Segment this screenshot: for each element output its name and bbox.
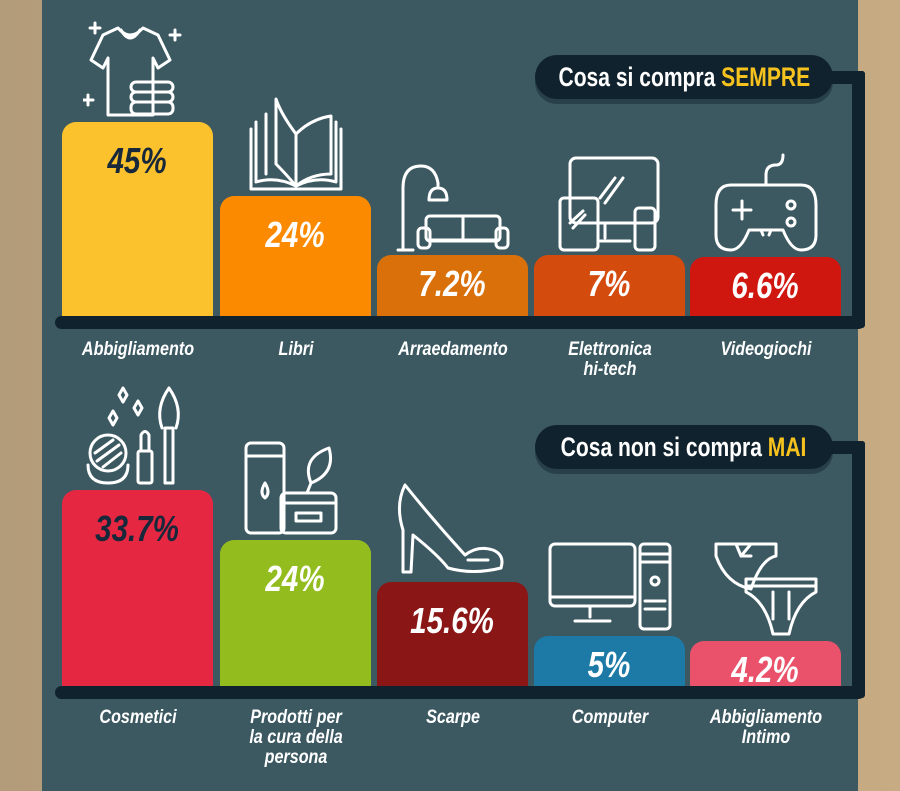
category-label: Elettronica hi-tech bbox=[542, 340, 678, 380]
data-label: 45% bbox=[107, 140, 168, 181]
category-label: Arraedamento bbox=[385, 340, 521, 360]
chart-title-highlight: MAI bbox=[768, 431, 807, 462]
category-label: Cosmetici bbox=[70, 708, 206, 728]
category-label-line: Cosmetici bbox=[98, 707, 177, 728]
category-label-line: Arraedamento bbox=[397, 339, 508, 360]
chart-title: Cosa non si compra MAI bbox=[535, 425, 833, 469]
lamp-sofa-icon bbox=[393, 158, 513, 258]
category-label-line: Libri bbox=[277, 339, 313, 360]
data-label: 24% bbox=[265, 558, 326, 599]
data-label: 4.2% bbox=[731, 649, 800, 690]
underwear-icon bbox=[711, 534, 821, 644]
bar-cosmetici: 33.7% bbox=[62, 490, 213, 694]
category-label-line: Intimo bbox=[741, 727, 790, 748]
category-label-line: Abbigliamento bbox=[709, 707, 822, 728]
bar-arraedamento: 7.2% bbox=[377, 255, 528, 324]
chart-title: Cosa si compra SEMPRE bbox=[535, 55, 833, 99]
data-label: 15.6% bbox=[410, 600, 495, 641]
category-label: Prodotti per la cura della persona bbox=[228, 708, 364, 768]
bar-videogiochi: 6.6% bbox=[690, 257, 841, 324]
category-label-line: Videogiochi bbox=[720, 339, 811, 360]
skincare-icon bbox=[241, 438, 351, 543]
category-label-line: Computer bbox=[571, 707, 648, 728]
bar-abbigliamento-intimo: 4.2% bbox=[690, 641, 841, 694]
makeup-icon bbox=[83, 383, 193, 493]
data-label: 6.6% bbox=[731, 265, 800, 306]
data-label: 5% bbox=[588, 644, 631, 685]
category-label-line: hi-tech bbox=[583, 359, 636, 380]
baseline bbox=[55, 686, 865, 699]
chart-title-text: Cosa non si compra bbox=[561, 431, 769, 462]
category-label-line: persona bbox=[264, 747, 327, 768]
data-label: 33.7% bbox=[95, 508, 180, 549]
category-label: Computer bbox=[542, 708, 678, 728]
devices-icon bbox=[555, 153, 665, 258]
category-label-line: Abbigliamento bbox=[81, 339, 194, 360]
data-label: 24% bbox=[265, 214, 326, 255]
category-label: Scarpe bbox=[385, 708, 521, 728]
bar-computer: 5% bbox=[534, 636, 685, 694]
book-icon bbox=[241, 94, 351, 199]
title-connector-vertical bbox=[852, 441, 865, 698]
title-connector-vertical bbox=[852, 71, 865, 328]
data-label: 7% bbox=[588, 263, 631, 304]
category-label: Abbigliamento Intimo bbox=[698, 708, 834, 748]
bar-libri: 24% bbox=[220, 196, 371, 324]
category-label-line: Prodotti per bbox=[249, 707, 342, 728]
bar-abbigliamento: 45% bbox=[62, 122, 213, 324]
bar-elettronica-hi-tech: 7% bbox=[534, 255, 685, 324]
category-label-line: Elettronica bbox=[567, 339, 652, 360]
chart-title-text: Cosa si compra bbox=[558, 61, 721, 92]
baseline bbox=[55, 316, 865, 329]
bar-scarpe: 15.6% bbox=[377, 582, 528, 694]
category-label: Videogiochi bbox=[698, 340, 834, 360]
category-label: Abbigliamento bbox=[70, 340, 206, 360]
data-label: 7.2% bbox=[418, 263, 487, 304]
bar-prodotti-per-la-cura-della-persona: 24% bbox=[220, 540, 371, 694]
category-label-line: Scarpe bbox=[425, 707, 480, 728]
chart-title-highlight: SEMPRE bbox=[720, 61, 810, 92]
desktop-computer-icon bbox=[545, 539, 675, 639]
high-heel-icon bbox=[393, 480, 513, 585]
category-label-line: la cura della bbox=[248, 727, 343, 748]
gamepad-icon bbox=[711, 150, 821, 260]
tshirt-icon bbox=[81, 20, 193, 125]
category-label: Libri bbox=[228, 340, 364, 360]
